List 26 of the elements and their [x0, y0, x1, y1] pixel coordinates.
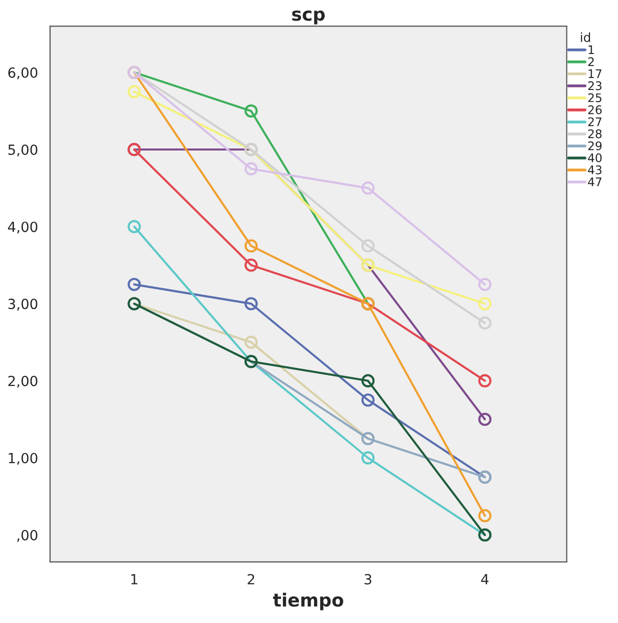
- legend-label: 25: [588, 93, 602, 102]
- legend-label: 43: [588, 165, 602, 174]
- x-tick-label: 2: [248, 574, 254, 584]
- y-tick-label: 6,00: [8, 67, 38, 80]
- legend-label: 1: [588, 45, 594, 54]
- legend-label: 27: [588, 117, 602, 126]
- x-axis-title: tiempo: [273, 592, 344, 610]
- legend-label: 29: [588, 141, 602, 150]
- chart-title: scp: [292, 10, 325, 24]
- legend-label: 23: [588, 81, 602, 90]
- legend-label: 40: [588, 153, 602, 162]
- x-tick-label: 4: [481, 574, 489, 584]
- legend-label: 2: [588, 57, 594, 66]
- y-tick-label: 3,00: [8, 298, 38, 311]
- y-tick-label: 5,00: [8, 144, 38, 156]
- x-tick-label: 3: [364, 574, 372, 584]
- legend-label: 26: [588, 105, 602, 114]
- x-tick-label: 1: [131, 574, 138, 584]
- y-tick-label: 1,00: [8, 452, 38, 465]
- legend-label: 17: [588, 69, 602, 78]
- legend-label: 28: [588, 129, 602, 138]
- legend-label: 47: [588, 178, 602, 186]
- y-tick-label: 2,00: [8, 376, 38, 388]
- y-tick-label: 4,00: [8, 222, 38, 234]
- legend-title: id: [580, 32, 590, 42]
- y-tick-label: ,00: [17, 530, 38, 542]
